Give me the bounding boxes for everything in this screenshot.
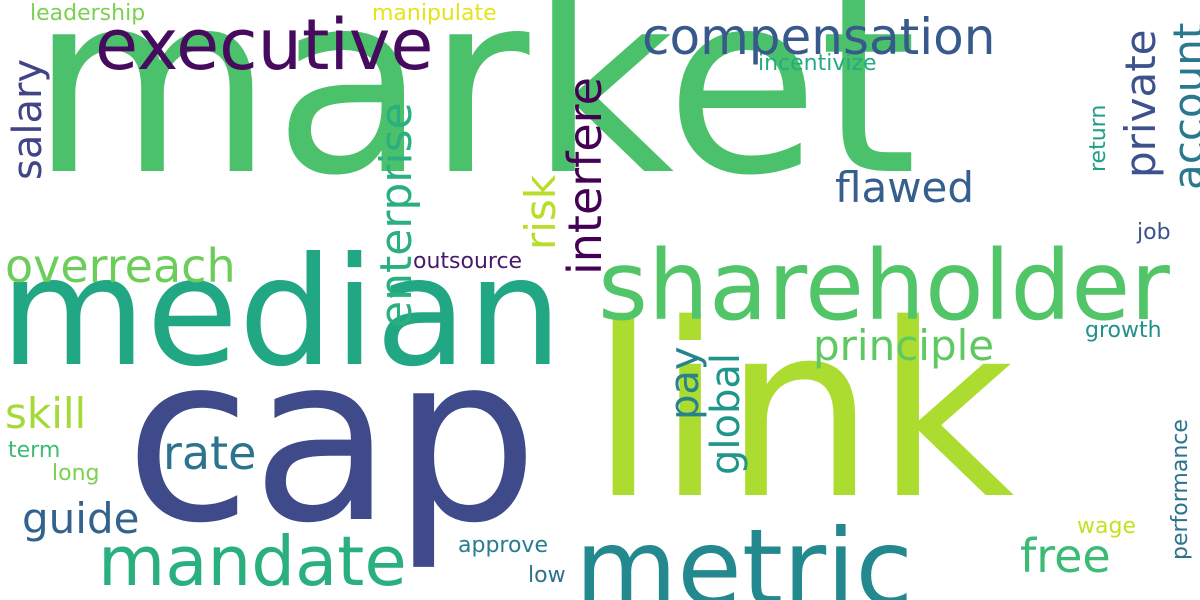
word-leadership: leadership (30, 1, 146, 26)
word-growth: growth (1085, 318, 1162, 343)
word-rate: rate (163, 426, 257, 480)
word-pay: pay (662, 346, 708, 420)
word-free: free (1020, 529, 1111, 583)
word-flawed: flawed (835, 163, 975, 212)
word-outsource: outsource (413, 249, 523, 274)
word-performance: performance (1168, 419, 1193, 560)
word-low: low (528, 563, 566, 588)
word-risk: risk (516, 174, 565, 250)
word-shareholder: shareholder (598, 230, 1170, 342)
word-enterprise: enterprise (371, 102, 422, 328)
word-overreach: overreach (5, 239, 236, 293)
word-manipulate: manipulate (372, 1, 497, 26)
word-private: private (1116, 29, 1165, 179)
word-incentivize: incentivize (758, 51, 877, 76)
word-term: term (8, 438, 61, 463)
word-global: global (703, 353, 749, 475)
word-compensation: compensation (642, 8, 996, 66)
word-skill: skill (5, 389, 87, 438)
word-executive: executive (95, 4, 434, 86)
word-job: job (1137, 220, 1171, 245)
word-cap: cap (125, 307, 539, 574)
word-approve: approve (458, 533, 548, 558)
word-principle: principle (813, 321, 995, 370)
word-metric: metric (575, 507, 914, 600)
word-link: link (590, 272, 1015, 552)
word-guide: guide (22, 494, 140, 543)
word-mandate: mandate (98, 522, 407, 600)
word-wage: wage (1077, 514, 1136, 539)
word-salary: salary (5, 58, 51, 180)
word-return: return (1086, 104, 1111, 172)
word-market: market (30, 0, 918, 230)
word-long: long (52, 461, 100, 486)
word-account: account (1164, 22, 1200, 190)
word-interfere: interfere (558, 77, 612, 275)
word-median: median (0, 226, 563, 400)
